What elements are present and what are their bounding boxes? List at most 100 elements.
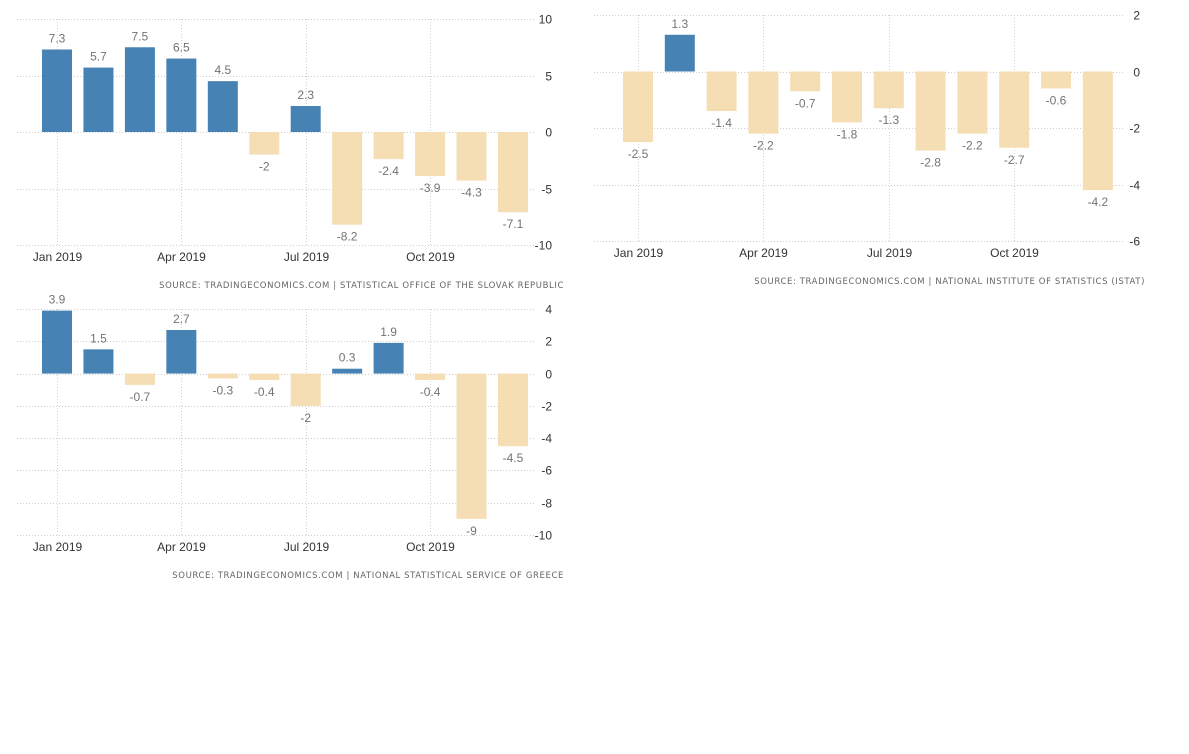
bar[interactable] [124,373,155,385]
data-label: 7.5 [132,29,149,43]
x-tick-label: Jul 2019 [284,540,330,554]
data-label: -2.8 [920,156,941,170]
bar[interactable] [166,58,197,132]
y-tick-label: 0 [545,368,552,382]
bar[interactable] [957,71,988,134]
x-tick-label: Jul 2019 [867,246,913,260]
bar[interactable] [832,71,862,123]
chart-slovakia: 10 5 0 -5 -10 Jan 2019 Apr 2019 Jul 2019 Oct 201… [0,0,580,300]
bar[interactable] [42,310,72,374]
source-note: SOURCE: TRADINGECONOMICS.COM | NATIONAL … [172,571,564,581]
y-tick-label: -2 [541,400,552,414]
x-tick-label: Oct 2019 [990,246,1039,260]
chart-svg: 4 2 0 -2 -4 -6 -8 -10 Jan 2019 Apr 2019 Jul 2019 Oc… [17,293,553,554]
data-label: -4.3 [461,186,482,200]
data-label: -1.3 [878,113,899,127]
y-tick-label: -5 [541,183,552,197]
x-tick-label: Jul 2019 [284,250,330,264]
bar[interactable] [249,132,280,155]
data-label: -0.7 [795,96,816,110]
y-tick-label: 2 [545,335,552,349]
data-label: -0.6 [1046,93,1067,107]
bar[interactable] [915,71,946,151]
data-label: 1.3 [671,17,688,31]
bar[interactable] [166,329,197,374]
bar[interactable] [456,373,487,519]
bar[interactable] [83,67,114,132]
data-label: 3.9 [49,293,66,307]
data-label: -4.5 [503,451,524,465]
y-tick-label: -2 [1129,122,1140,136]
bar[interactable] [1041,71,1071,89]
chart-svg: 2 0 -2 -4 -6 Jan 2019 Apr 2019 Jul 2019 Oct 2019… [594,9,1140,260]
x-tick-label: Jan 2019 [33,540,83,554]
y-tick-label: -4 [541,432,552,446]
bar[interactable] [999,71,1030,148]
bar[interactable] [873,71,904,109]
bar[interactable] [249,373,280,381]
y-tick-label: 2 [1133,9,1140,23]
x-tick-label: Oct 2019 [406,540,455,554]
bar[interactable] [415,373,446,381]
data-label: 0.3 [339,351,356,365]
bar[interactable] [415,132,446,177]
bar[interactable] [1082,71,1113,191]
data-label: -2 [259,160,270,174]
bar[interactable] [207,81,238,132]
data-label: -0.4 [420,385,441,399]
bar[interactable] [790,71,821,92]
bar[interactable] [332,132,363,225]
data-label: 6.5 [173,41,190,55]
y-tick-label: 0 [545,126,552,140]
bar[interactable] [456,132,487,181]
y-tick-label: -10 [535,239,553,253]
bar[interactable] [290,373,321,406]
bar[interactable] [748,71,779,134]
bar[interactable] [207,373,238,379]
x-tick-label: Jan 2019 [33,250,83,264]
data-label: -9 [466,524,477,538]
data-label: 1.5 [90,331,107,345]
data-label: -0.4 [254,385,275,399]
y-tick-label: 0 [1133,66,1140,80]
data-label: 7.3 [49,32,66,46]
data-label: -2 [300,411,311,425]
bar[interactable] [42,49,72,133]
data-label: 4.5 [214,63,231,77]
y-tick-label: -10 [535,529,553,543]
data-label: -1.4 [711,116,732,130]
bar[interactable] [706,71,737,112]
y-tick-label: 5 [545,70,552,84]
x-tick-label: Apr 2019 [739,246,788,260]
data-label: -2.7 [1004,153,1025,167]
data-label: -3.9 [420,181,441,195]
data-label: -2.2 [753,139,774,153]
data-label: -7.1 [503,217,524,231]
y-tick-label: -6 [541,464,552,478]
bar[interactable] [497,132,528,213]
data-label: -2.2 [962,139,983,153]
bar[interactable] [623,71,653,143]
x-tick-label: Apr 2019 [157,540,206,554]
bar[interactable] [497,373,528,447]
y-tick-label: -8 [541,497,552,511]
chart-italy: 2 0 -2 -4 -6 Jan 2019 Apr 2019 Jul 2019 Oct 2019… [580,0,1189,300]
bar[interactable] [290,106,321,132]
bar[interactable] [664,34,695,72]
bar[interactable] [373,132,404,160]
y-tick-label: 10 [539,13,553,27]
data-label: -0.3 [212,383,233,397]
y-tick-label: -4 [1129,179,1140,193]
x-tick-label: Apr 2019 [157,250,206,264]
data-label: -4.2 [1087,195,1108,209]
chart-svg: 10 5 0 -5 -10 Jan 2019 Apr 2019 Jul 2019 Oct 201… [17,13,553,264]
data-label: -2.4 [378,164,399,178]
data-label: 1.9 [380,325,397,339]
source-note: SOURCE: TRADINGECONOMICS.COM | NATIONAL … [754,277,1145,287]
data-label: -0.7 [130,390,151,404]
y-tick-label: -6 [1129,235,1140,249]
bar[interactable] [83,349,114,374]
bar[interactable] [373,342,404,374]
bar[interactable] [124,47,155,132]
bar[interactable] [332,368,363,374]
